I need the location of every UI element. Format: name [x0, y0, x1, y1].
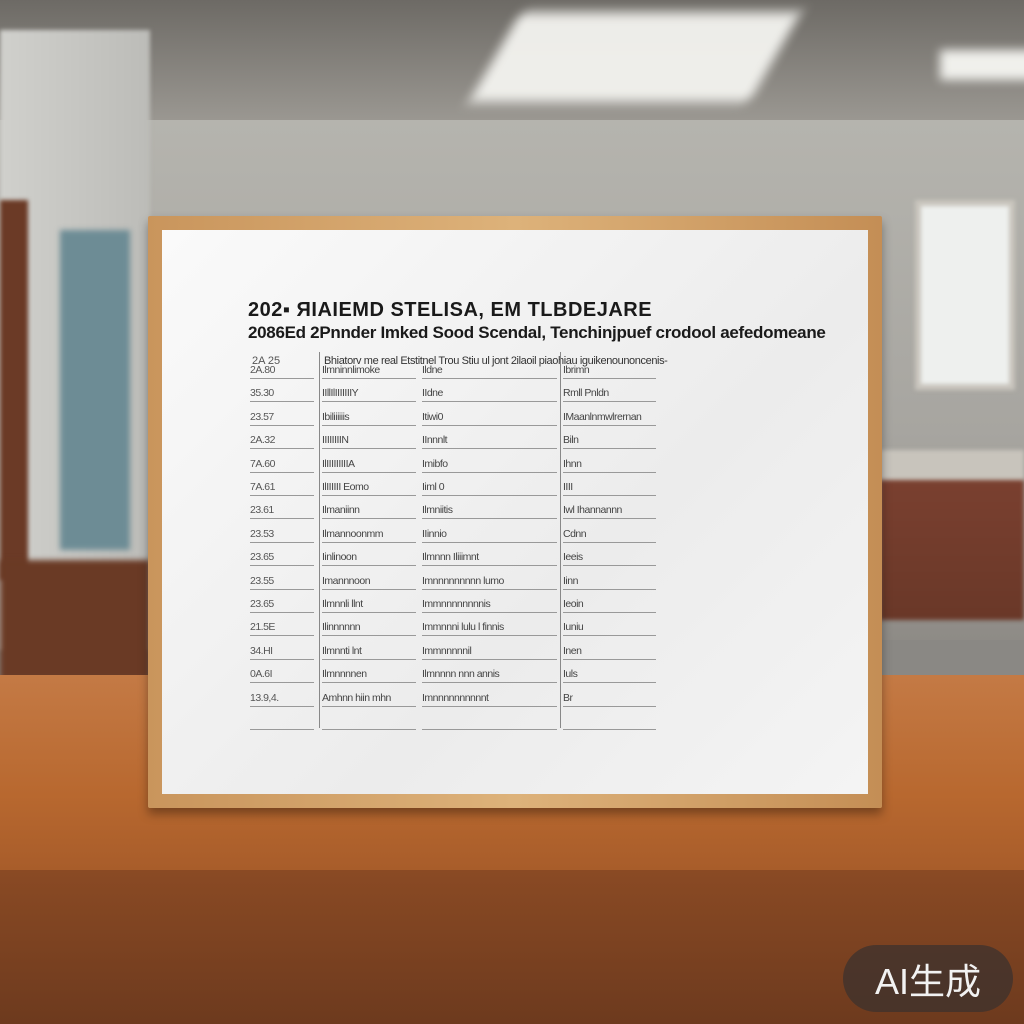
- notice-board: 202▪ ЯIAIEMD STELISA, EM TLBDEJARE 2086E…: [162, 230, 868, 794]
- table-row: 23.65 Iinlinoon Ilmnnn Iliiimnt Ieeis: [162, 543, 762, 567]
- table-cell: Imnnnnnnnnn lumo: [422, 575, 557, 590]
- table-cell: Iuniu: [563, 621, 656, 637]
- table-row: 21.5E Ilinnnnnn Immnnni lulu l finnis Iuniu: [162, 613, 762, 637]
- table-cell: Ilmnnn Iliiimnt: [422, 551, 557, 567]
- table-cell: Ilmnnnnen: [322, 668, 416, 684]
- table-cell: Ieeis: [563, 551, 656, 567]
- table-row: 35.30 IIllIlIIIIIIIY IIdne Rmll Pnldn: [162, 379, 762, 403]
- table-cell: [422, 727, 557, 730]
- table-cell: Iuls: [563, 668, 656, 684]
- table-cell: Amhnn hiin mhn: [322, 692, 416, 707]
- table-cell: Ilmaniinn: [322, 504, 416, 520]
- floor: [0, 560, 150, 680]
- table-row: 2A.32 IIIIIIIIN IInnnlt Biln: [162, 426, 762, 450]
- table-cell: Ibrimn: [563, 364, 656, 379]
- table-cell: Rmll Pnldn: [563, 387, 656, 403]
- table-row: 23.65 Ilmnnli llnt Immnnnnnnnnis Ieoin: [162, 590, 762, 613]
- table-row: 7A.60 IlIIIIIIIIIA Imibfo Ihnn: [162, 450, 762, 473]
- table-cell: Imannnoon: [322, 575, 416, 590]
- table-cell: Ilmnnli llnt: [322, 598, 416, 613]
- board-subtitle: 2086Ed 2Pnnder Imked Sood Scendal, Tench…: [248, 323, 826, 342]
- table-cell: IIIIIIIIN: [322, 434, 416, 450]
- table-cell: [322, 727, 416, 730]
- table-cell: Immnnni lulu l finnis: [422, 621, 557, 637]
- table-cell: IIllIlIIIIIIIY: [322, 387, 416, 403]
- table-cell: Ilinnnnnn: [322, 621, 416, 637]
- table-cell: 2A.32: [250, 434, 314, 450]
- table-cell: Br: [563, 692, 656, 707]
- table-cell: Ilmninnlimoke: [322, 364, 416, 379]
- table-row: 2A.80 Ilmninnlimoke Ildne Ibrimn: [162, 356, 762, 379]
- column-divider: [319, 352, 320, 728]
- table-cell: IIdne: [422, 387, 557, 403]
- table-cell: Iiml 0: [422, 481, 557, 496]
- counter: [880, 450, 1024, 620]
- wall-panel: [60, 230, 130, 550]
- table-row: 0A.6I Ilmnnnnen Ilmnnnn nnn annis Iuls: [162, 660, 762, 684]
- table-cell: 23.55: [250, 575, 314, 590]
- table-cell: IIII: [563, 481, 656, 496]
- table-header-left: 2A 25: [252, 355, 281, 367]
- table-cell: IlIIIIIIIIIA: [322, 458, 416, 473]
- ceiling-light: [940, 50, 1024, 80]
- table-cell: Iinn: [563, 575, 656, 590]
- table-cell: Iinlinoon: [322, 551, 416, 567]
- table-cell: 7A.61: [250, 481, 314, 496]
- table-row: 7A.61 IlIIIIII Eomo Iiml 0 IIII: [162, 473, 762, 496]
- table-cell: 23.65: [250, 551, 314, 567]
- table-cell: 0A.6I: [250, 668, 314, 684]
- table-cell: Ildne: [422, 364, 557, 379]
- table-cell: Ibiliiiiiis: [322, 411, 416, 426]
- table-cell: Biln: [563, 434, 656, 450]
- table-row: 23.57 Ibiliiiiiis Itiwi0 IMaanlnmwlrernan: [162, 403, 762, 426]
- table-cell: Ilmannoonmm: [322, 528, 416, 543]
- ceiling-light: [469, 12, 801, 102]
- table-cell: Ilmniitis: [422, 504, 557, 520]
- table-cell: 2A.80: [250, 364, 314, 379]
- table-cell: Ilmnnti lnt: [322, 645, 416, 660]
- table-cell: IIinnio: [422, 528, 557, 543]
- table-cell: Itiwi0: [422, 411, 557, 426]
- table-cell: IlIIIIII Eomo: [322, 481, 416, 496]
- table-cell: 23.53: [250, 528, 314, 543]
- table-cell: Ilmnnnn nnn annis: [422, 668, 557, 684]
- table-row: 23.61 Ilmaniinn Ilmniitis Iwl Ihannannn: [162, 496, 762, 520]
- door: [0, 200, 28, 580]
- table-cell: IInnnlt: [422, 434, 557, 450]
- table-cell: Imnnnnnnnnnnt: [422, 692, 557, 707]
- table-cell: 35.30: [250, 387, 314, 403]
- table-cell: 21.5E: [250, 621, 314, 637]
- table-cell: Immnnnnnil: [422, 645, 557, 660]
- table-cell: 23.65: [250, 598, 314, 613]
- table-row: 23.55 Imannnoon Imnnnnnnnnn lumo Iinn: [162, 567, 762, 590]
- picture-frame: 202▪ ЯIAIEMD STELISA, EM TLBDEJARE 2086E…: [148, 216, 882, 808]
- table-row: [162, 707, 762, 730]
- table-cell: 34.HI: [250, 645, 314, 660]
- table-cell: Iwl Ihannannn: [563, 504, 656, 520]
- table-row: 34.HI Ilmnnti lnt Immnnnnnil Inen: [162, 637, 762, 660]
- table-cell: Imibfo: [422, 458, 557, 473]
- table-cell: Ieoin: [563, 598, 656, 613]
- table-cell: IMaanlnmwlrernan: [563, 411, 656, 426]
- table-cell: Ihnn: [563, 458, 656, 473]
- ai-generated-watermark: AI生成: [843, 945, 1013, 1012]
- board-title: 202▪ ЯIAIEMD STELISA, EM TLBDEJARE: [248, 299, 653, 321]
- table-cell: Cdnn: [563, 528, 656, 543]
- table-header-right: Bhiatorv me real Etstitnel Trou Stiu ul …: [324, 355, 668, 367]
- table-row: 13.9,4. Amhnn hiin mhn Imnnnnnnnnnnt Br: [162, 684, 762, 707]
- table-cell: [563, 727, 656, 730]
- table-row: 23.53 Ilmannoonmm IIinnio Cdnn: [162, 520, 762, 543]
- table-cell: [250, 727, 314, 730]
- table-cell: 23.57: [250, 411, 314, 426]
- table-cell: 7A.60: [250, 458, 314, 473]
- table-cell: Immnnnnnnnnis: [422, 598, 557, 613]
- table-cell: Inen: [563, 645, 656, 660]
- column-divider: [560, 352, 561, 728]
- table-cell: 23.61: [250, 504, 314, 520]
- table-cell: 13.9,4.: [250, 692, 314, 707]
- window: [915, 200, 1015, 390]
